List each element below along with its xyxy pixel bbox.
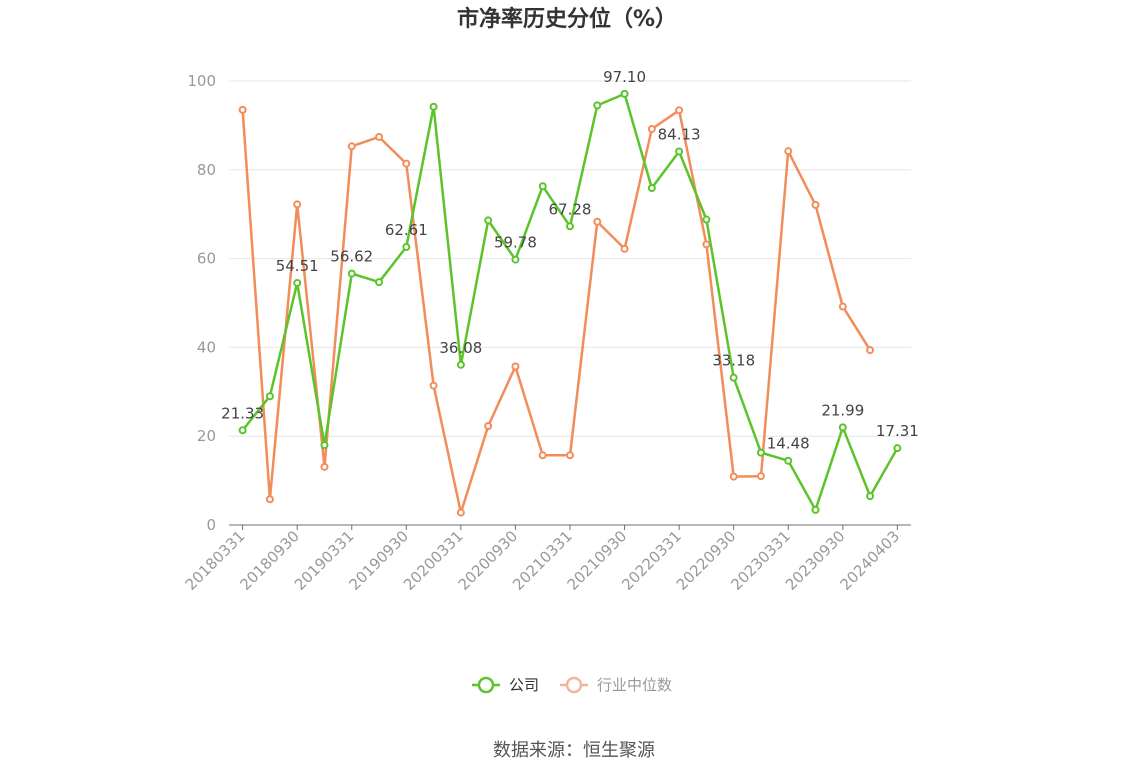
data-point [538, 182, 547, 191]
data-point [675, 106, 684, 115]
data-point [566, 451, 574, 460]
y-tick-label: 60 [197, 250, 216, 268]
data-point [238, 426, 247, 435]
data-point [811, 200, 820, 209]
data-point [811, 505, 820, 514]
source-note: 数据来源：恒生聚源 [493, 740, 655, 761]
data-label: 97.10 [603, 68, 646, 86]
data-label: 21.99 [821, 401, 864, 419]
legend-swatch-marker [565, 676, 583, 694]
data-point [511, 362, 520, 371]
data-point [375, 278, 384, 287]
data-point [866, 346, 875, 355]
data-point [756, 448, 765, 457]
data-point [265, 495, 274, 504]
data-label: 33.18 [712, 352, 755, 370]
data-point [484, 216, 493, 225]
x-axis: 2018033120180930201903312019093020200331… [182, 524, 911, 594]
data-point [429, 102, 438, 111]
legend-item-1[interactable]: 行业中位数 [560, 676, 672, 694]
data-point [729, 373, 738, 382]
legend-label: 公司 [509, 676, 539, 694]
data-point [429, 381, 438, 390]
data-points [238, 89, 902, 517]
data-point [456, 360, 465, 369]
data-point [375, 132, 384, 141]
data-point [456, 508, 465, 517]
data-point [593, 217, 602, 226]
data-label: 36.08 [439, 339, 482, 357]
data-point [347, 269, 356, 278]
data-point [347, 142, 356, 151]
data-point [756, 472, 765, 481]
data-point [484, 421, 493, 430]
data-point [784, 456, 793, 465]
data-point [265, 392, 274, 401]
data-point [620, 244, 629, 253]
data-point [647, 124, 656, 133]
data-label: 14.48 [767, 435, 810, 453]
data-point [402, 159, 411, 168]
data-point [402, 243, 411, 252]
data-point [893, 444, 902, 453]
data-label: 67.28 [549, 200, 592, 218]
y-tick-label: 80 [197, 161, 216, 179]
x-tick-label: 20240403 [836, 527, 903, 594]
data-point [838, 423, 847, 432]
data-point [866, 492, 875, 501]
data-point [293, 200, 302, 209]
data-point [702, 215, 711, 224]
data-point [729, 472, 738, 481]
data-label: 62.61 [385, 221, 428, 239]
y-tick-label: 100 [187, 72, 216, 90]
data-point [293, 278, 302, 287]
data-point [647, 184, 656, 193]
series-line-1 [241, 109, 872, 514]
data-point [566, 222, 574, 231]
data-point [593, 101, 602, 110]
y-tick-label: 40 [197, 338, 216, 356]
data-point [784, 147, 793, 156]
data-point [675, 147, 684, 156]
data-point [320, 441, 329, 450]
legend-item-0[interactable]: 公司 [472, 676, 539, 694]
data-label: 56.62 [330, 248, 373, 266]
y-tick-label: 0 [206, 516, 216, 534]
data-label: 54.51 [276, 257, 319, 275]
data-labels: 21.33 54.51 56.62 62.61 36.08 59.78 67.28 97.10… [221, 68, 919, 453]
legend-label: 行业中位数 [597, 676, 672, 694]
legend[interactable]: 公司 行业中位数 [472, 676, 672, 694]
data-point [838, 302, 847, 311]
data-label: 21.33 [221, 404, 264, 422]
data-point [538, 451, 547, 460]
data-point [620, 89, 629, 98]
chart-title: 市净率历史分位（%） [457, 6, 677, 32]
data-label: 84.13 [658, 125, 701, 143]
data-point [702, 240, 711, 249]
y-axis-ticks: 0 20 40 60 80 100 [187, 72, 216, 534]
y-tick-label: 20 [197, 427, 216, 445]
data-label: 59.78 [494, 234, 537, 252]
data-label: 17.31 [876, 422, 919, 440]
data-point [238, 105, 247, 114]
legend-swatch-marker [477, 676, 495, 694]
data-point [320, 462, 329, 471]
data-point [511, 255, 520, 264]
